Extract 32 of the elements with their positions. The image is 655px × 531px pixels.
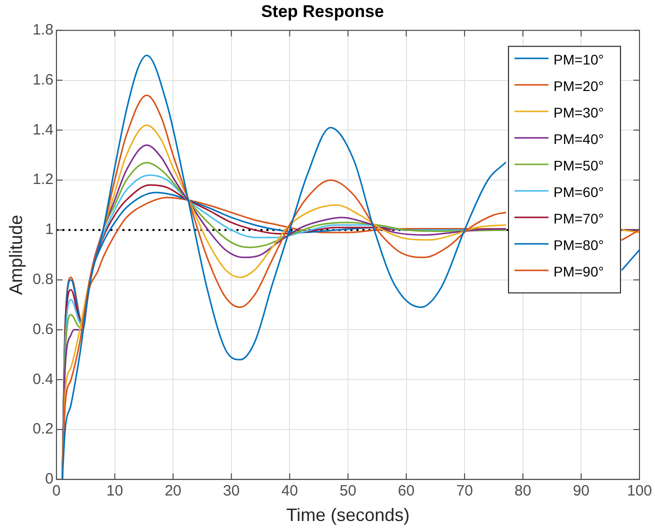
y-tick-label: 0.6 — [32, 320, 54, 338]
x-tick-label: 80 — [514, 482, 532, 500]
y-tick-label: 1.8 — [32, 22, 54, 39]
legend-label: PM=40° — [553, 130, 604, 147]
x-tick-label: 70 — [456, 482, 473, 500]
x-tick-label: 60 — [398, 482, 415, 500]
y-tick-label: 1.6 — [32, 71, 54, 88]
y-tick-label: 0.8 — [32, 270, 54, 288]
legend-label: PM=20° — [553, 78, 604, 94]
legend-label: PM=30° — [553, 104, 604, 120]
y-tick-label: 1.2 — [32, 171, 54, 188]
legend-label: PM=80° — [553, 236, 604, 253]
x-tick-label: 10 — [106, 482, 124, 500]
legend-label: PM=90° — [553, 263, 604, 280]
y-tick-label: 0 — [45, 470, 54, 488]
chart-title: Step Response — [261, 2, 384, 21]
y-tick-label: 1 — [45, 221, 54, 238]
y-tick-label: 0.2 — [32, 420, 54, 438]
x-tick-label: 20 — [164, 482, 182, 500]
legend-label: PM=60° — [553, 184, 604, 200]
x-tick-label: 100 — [626, 482, 652, 500]
x-tick-label: 50 — [340, 482, 356, 500]
legend-label: PM=70° — [553, 210, 604, 226]
legend-label: PM=10° — [553, 51, 604, 68]
x-tick-label: 30 — [223, 482, 240, 500]
y-tick-label: 0.4 — [32, 370, 54, 388]
y-axis-title: Amplitude — [6, 214, 26, 295]
y-tick-label: 1.4 — [32, 121, 54, 138]
legend-label: PM=50° — [553, 157, 604, 174]
x-tick-label: 40 — [281, 482, 298, 500]
x-tick-label: 90 — [572, 482, 590, 500]
x-axis-title: Time (seconds) — [286, 505, 410, 526]
